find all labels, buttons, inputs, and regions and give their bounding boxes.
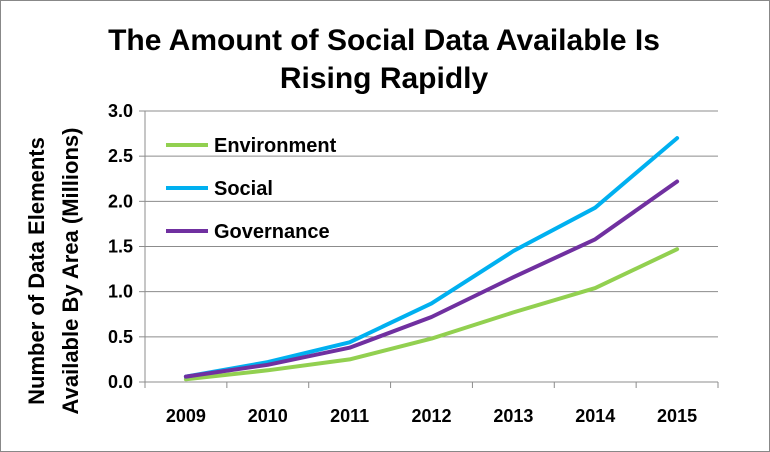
x-tick-label: 2014 (575, 406, 615, 426)
y-axis-label-line-1: Number of Data Elements (24, 137, 49, 405)
y-tick-label: 3.0 (108, 101, 133, 121)
y-tick-labels: 0.0 0.5 1.0 1.5 2.0 2.5 3.0 (108, 101, 133, 392)
legend-label: Governance (214, 221, 330, 243)
y-tick-label: 1.5 (108, 237, 133, 257)
y-axis-label-line-2: Available By Area (Millions) (58, 128, 83, 415)
axes (139, 110, 719, 388)
x-tick-label: 2013 (493, 406, 533, 426)
series-line-governance (183, 179, 680, 379)
x-tick-label: 2009 (166, 406, 206, 426)
y-tick-label: 1.0 (108, 282, 133, 302)
series-lines (183, 136, 680, 382)
series-line-social (183, 136, 680, 379)
x-tick-labels: 2009 2010 2011 2012 2013 2014 2015 (166, 406, 697, 426)
series-line-environment (183, 247, 680, 382)
x-tick-label: 2010 (248, 406, 288, 426)
legend-label: Environment (214, 135, 337, 157)
x-tick-label: 2011 (330, 406, 369, 426)
legend: Environment Social Governance (166, 135, 337, 243)
y-tick-label: 2.0 (108, 191, 133, 211)
legend-label: Social (214, 178, 273, 200)
y-tick-label: 2.5 (108, 146, 133, 166)
gridlines (145, 110, 718, 338)
y-tick-label: 0.5 (108, 327, 133, 347)
chart-title-line-2: Rising Rapidly (280, 62, 489, 95)
x-tick-label: 2015 (657, 406, 697, 426)
x-tick-label: 2012 (411, 406, 451, 426)
y-tick-label: 0.0 (108, 372, 133, 392)
chart-title-line-1: The Amount of Social Data Available Is (108, 24, 660, 57)
